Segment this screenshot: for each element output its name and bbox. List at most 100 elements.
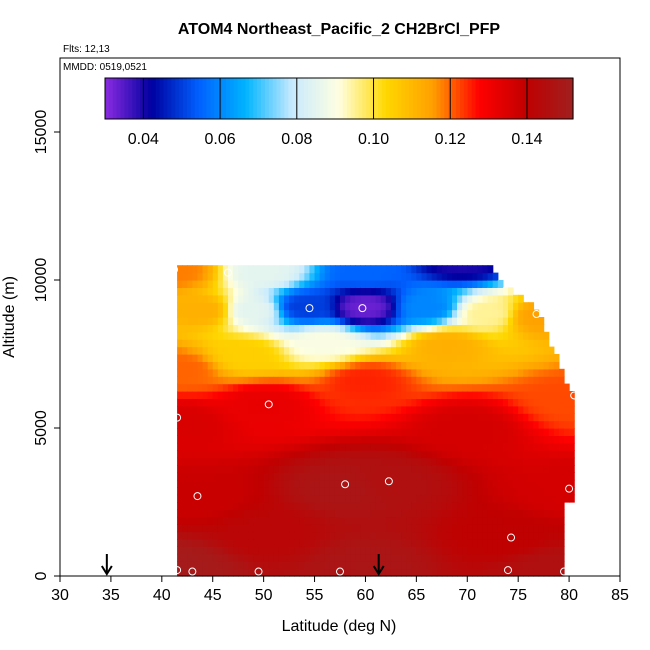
field-cell	[497, 317, 504, 325]
field-cell	[334, 568, 341, 577]
field-cell	[253, 346, 260, 355]
field-cell	[228, 324, 234, 333]
field-cell	[533, 361, 540, 370]
field-cell	[350, 272, 356, 281]
field-cell	[284, 465, 290, 473]
field-cell	[263, 494, 270, 503]
field-cell	[452, 524, 458, 533]
field-cell	[177, 502, 183, 510]
field-cell	[187, 368, 193, 377]
field-cell	[548, 428, 555, 436]
colorbar-segment	[183, 78, 188, 119]
field-cell	[228, 516, 234, 525]
field-cell	[538, 539, 545, 547]
field-cell	[375, 465, 382, 473]
field-cell	[238, 435, 244, 444]
field-cell	[396, 479, 402, 488]
field-cell	[457, 531, 463, 540]
field-cell	[482, 487, 489, 496]
field-cell	[370, 531, 377, 540]
field-cell	[431, 309, 438, 318]
field-cell	[487, 568, 494, 577]
field-cell	[263, 487, 270, 496]
field-cell	[390, 287, 397, 296]
field-cell	[233, 509, 239, 518]
field-cell	[350, 280, 356, 288]
field-cell	[508, 368, 514, 377]
field-cell	[523, 531, 529, 540]
colorbar-tick-label: 0.04	[128, 131, 159, 148]
field-cell	[238, 428, 244, 436]
field-cell	[248, 435, 255, 444]
field-cell	[523, 553, 529, 562]
field-cell	[431, 383, 438, 392]
field-cell	[177, 368, 183, 377]
field-cell	[319, 376, 326, 385]
field-cell	[202, 524, 209, 533]
field-cell	[457, 391, 463, 399]
field-cell	[182, 553, 188, 562]
field-cell	[502, 383, 509, 392]
field-cell	[487, 405, 494, 414]
field-cell	[436, 442, 443, 451]
field-cell	[248, 287, 255, 296]
field-cell	[350, 435, 356, 444]
field-cell	[222, 442, 229, 451]
field-cell	[472, 413, 479, 422]
field-cell	[441, 494, 448, 503]
field-cell	[233, 339, 239, 348]
field-cell	[487, 420, 494, 429]
field-cell	[401, 546, 407, 555]
field-cell	[441, 524, 448, 533]
field-cell	[380, 346, 387, 355]
field-cell	[375, 494, 382, 503]
field-cell	[375, 331, 382, 340]
field-cell	[207, 539, 214, 547]
field-cell	[355, 450, 361, 459]
field-cell	[396, 376, 402, 385]
colorbar-segment	[366, 78, 371, 119]
field-cell	[487, 354, 494, 362]
field-cell	[324, 376, 331, 385]
field-cell	[177, 435, 183, 444]
field-cell	[284, 428, 290, 436]
field-cell	[385, 465, 392, 473]
field-cell	[238, 516, 244, 525]
field-cell	[365, 405, 372, 414]
field-cell	[217, 546, 224, 555]
field-cell	[467, 272, 473, 281]
field-cell	[273, 331, 280, 340]
field-cell	[533, 442, 540, 451]
field-cell	[268, 324, 275, 333]
field-cell	[319, 479, 326, 488]
field-cell	[207, 413, 214, 422]
field-cell	[385, 309, 392, 318]
field-cell	[340, 442, 346, 451]
field-cell	[380, 265, 387, 274]
field-cell	[441, 398, 448, 407]
field-cell	[197, 516, 204, 525]
field-cell	[329, 502, 336, 510]
field-cell	[334, 331, 341, 340]
field-cell	[355, 287, 361, 296]
field-cell	[431, 553, 438, 562]
field-cell	[309, 539, 316, 547]
field-cell	[426, 346, 433, 355]
field-cell	[319, 472, 326, 481]
field-cell	[446, 391, 453, 399]
field-cell	[564, 398, 570, 407]
field-cell	[380, 479, 387, 488]
field-cell	[487, 272, 494, 281]
field-cell	[508, 420, 514, 429]
field-cell	[441, 391, 448, 399]
colorbar-segment	[518, 78, 523, 119]
field-cell	[334, 539, 341, 547]
field-cell	[513, 465, 519, 473]
field-cell	[533, 398, 540, 407]
field-cell	[233, 420, 239, 429]
field-cell	[294, 272, 300, 281]
field-cell	[197, 383, 204, 392]
field-cell	[416, 553, 423, 562]
field-cell	[273, 376, 280, 385]
